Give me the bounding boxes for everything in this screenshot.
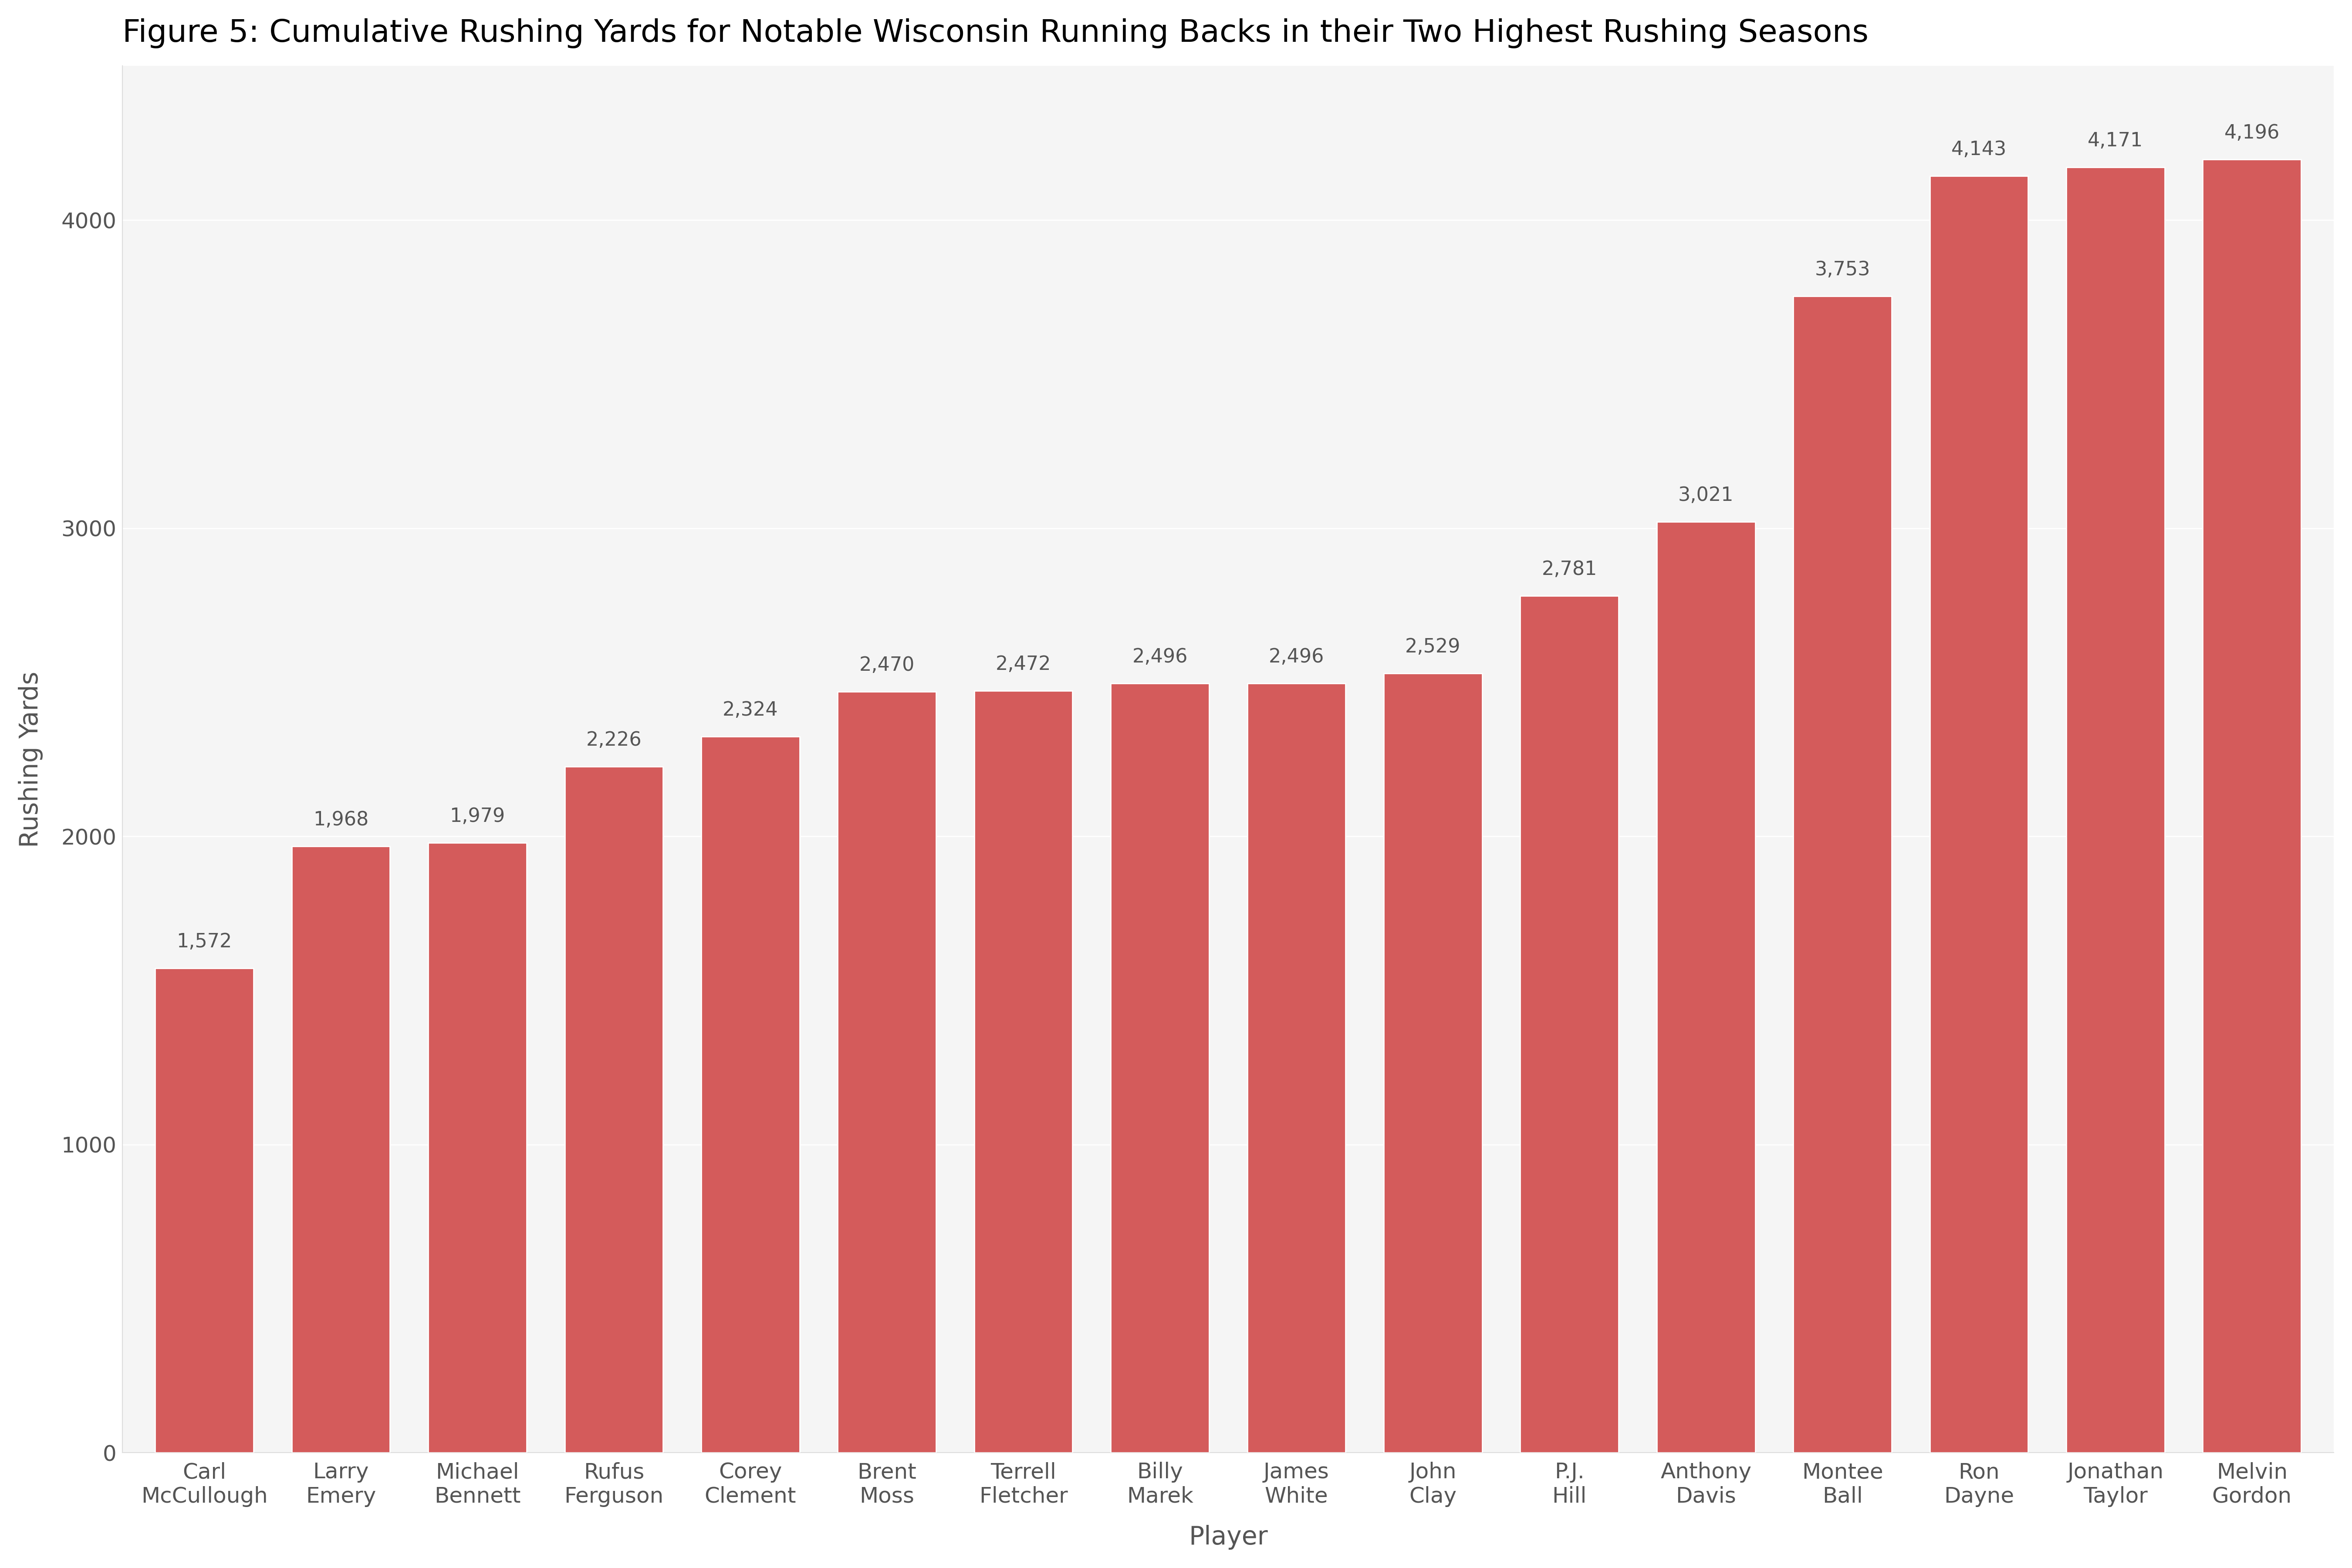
Bar xyxy=(1656,522,1755,1452)
Text: 1,979: 1,979 xyxy=(449,808,506,826)
Text: 4,196: 4,196 xyxy=(2225,124,2279,143)
Text: 3,021: 3,021 xyxy=(1679,486,1733,505)
Text: 1,572: 1,572 xyxy=(176,933,233,952)
Bar xyxy=(837,691,936,1452)
Bar xyxy=(428,842,527,1452)
Text: 2,470: 2,470 xyxy=(858,655,915,674)
Text: 2,529: 2,529 xyxy=(1404,638,1461,657)
Bar xyxy=(564,767,663,1452)
Bar xyxy=(2204,160,2300,1452)
X-axis label: Player: Player xyxy=(1188,1526,1268,1549)
Bar xyxy=(1247,684,1345,1452)
Text: 4,171: 4,171 xyxy=(2089,132,2143,151)
Text: 2,496: 2,496 xyxy=(1131,648,1188,666)
Bar xyxy=(1110,684,1209,1452)
Text: 2,496: 2,496 xyxy=(1268,648,1324,666)
Y-axis label: Rushing Yards: Rushing Yards xyxy=(19,671,42,847)
Bar xyxy=(1519,596,1618,1452)
Text: 2,781: 2,781 xyxy=(1541,560,1597,579)
Text: Figure 5: Cumulative Rushing Yards for Notable Wisconsin Running Backs in their : Figure 5: Cumulative Rushing Yards for N… xyxy=(122,19,1867,49)
Bar xyxy=(1792,296,1891,1452)
Text: 2,226: 2,226 xyxy=(586,731,642,750)
Bar xyxy=(1929,176,2027,1452)
Text: 2,324: 2,324 xyxy=(722,701,779,720)
Bar xyxy=(974,691,1073,1452)
Text: 2,472: 2,472 xyxy=(995,655,1051,674)
Bar xyxy=(2067,168,2164,1452)
Bar xyxy=(292,847,390,1452)
Bar xyxy=(1383,673,1482,1452)
Text: 4,143: 4,143 xyxy=(1952,140,2006,158)
Text: 1,968: 1,968 xyxy=(313,811,369,829)
Bar xyxy=(701,737,800,1452)
Bar xyxy=(155,967,254,1452)
Text: 3,753: 3,753 xyxy=(1816,260,1870,279)
